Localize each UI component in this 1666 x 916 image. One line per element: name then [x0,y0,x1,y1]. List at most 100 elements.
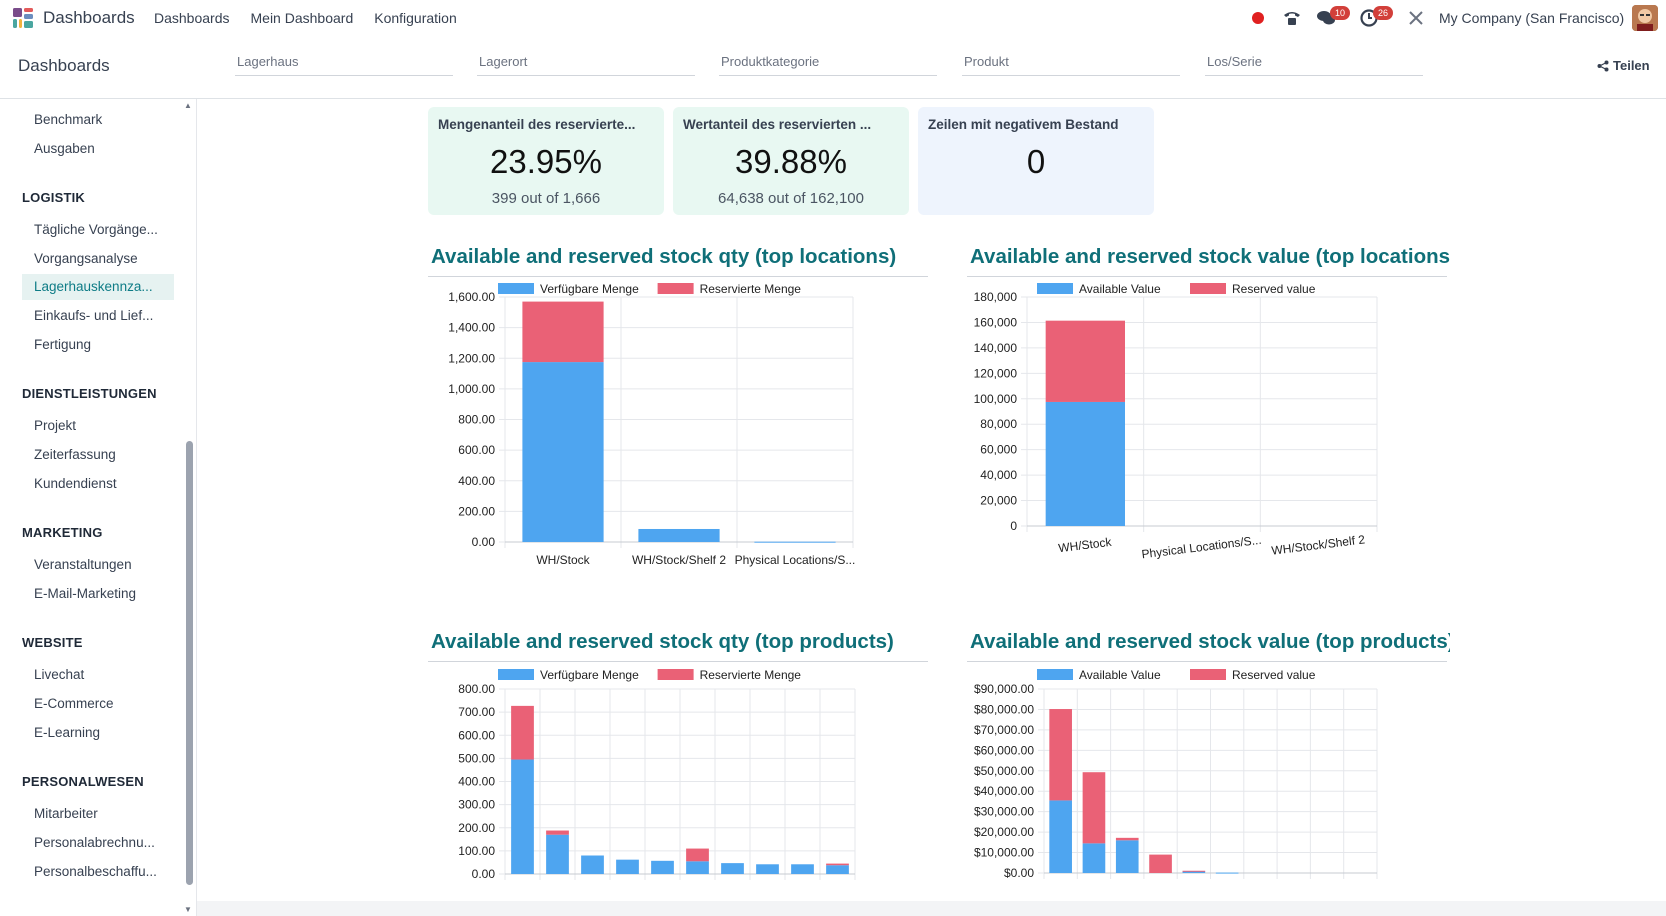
legend-label: Verfügbare Menge [540,282,639,296]
bar-segment [616,859,639,874]
legend-swatch [657,283,694,294]
chart-canvas[interactable]: Available Value Reserved value 0 20,000 40,0… [967,281,1447,605]
chart-canvas[interactable]: Verfügbare Menge Reservierte Menge 0.00 200… [428,281,928,605]
bar-segment [546,830,569,835]
kpi-value: 39.88% [735,143,847,180]
sidebar-item-project[interactable]: Projekt [34,418,77,433]
legend-label: Verfügbare Menge [540,668,639,682]
company-switcher[interactable]: My Company (San Francisco) [1439,10,1625,26]
sidebar-item-recruitment[interactable]: Personalbeschaffu... [34,864,157,879]
menu-item-my-dashboard[interactable]: Mein Dashboard [250,10,354,26]
scroll-up-arrow-icon[interactable]: ▲ [184,101,192,110]
messages-count-badge: 10 [1330,6,1350,20]
bar-segment [721,863,744,874]
filter-lot-serial[interactable]: Los/Serie [1205,54,1423,76]
menu-item-dashboards[interactable]: Dashboards [154,10,230,26]
chart-title-divider [967,661,1447,662]
sidebar-item-purchase-delivery[interactable]: Einkaufs- und Lief... [34,308,154,323]
sidebar-item-ecommerce[interactable]: E-Commerce [34,696,114,711]
kpi-title: Mengenanteil des reservierte... [438,117,636,132]
bar-segment [1215,872,1239,874]
bar-segment [581,855,604,874]
tools-icon[interactable] [1406,8,1426,28]
chart-title: Available and reserved stock value (top … [970,245,1450,268]
dashboard-sidebar: Benchmark Ausgaben LOGISTIK Tägliche Vor… [0,99,197,916]
sidebar-scrollbar-thumb[interactable] [186,441,193,885]
sidebar-item-helpdesk[interactable]: Kundendienst [34,476,117,491]
sidebar-item-daily-operations[interactable]: Tägliche Vorgänge... [34,222,158,237]
y-tick-label: 0.00 [472,867,496,881]
y-tick-label: 1,600.00 [448,290,495,304]
filter-location[interactable]: Lagerort [477,54,695,76]
y-tick-label: 80,000 [980,417,1017,431]
recording-indicator-icon[interactable] [1252,12,1264,24]
legend-swatch [657,669,694,680]
y-tick-label: 100.00 [458,844,495,858]
chart-stock-value-top-locations: Available and reserved stock value (top … [967,245,1450,605]
share-label: Teilen [1613,58,1650,73]
main-menu: Dashboards Mein Dashboard Konfiguration [154,10,457,26]
bar-segment [546,834,569,874]
legend-swatch [1037,669,1073,680]
sidebar-item-expenses[interactable]: Ausgaben [34,141,95,156]
sidebar-item-livechat[interactable]: Livechat [34,667,85,682]
legend-swatch [498,283,534,294]
sidebar-item-operations-analysis[interactable]: Vorgangsanalyse [34,251,138,266]
x-tick-label: WH/Stock [1058,535,1114,556]
chart-canvas[interactable]: Verfügbare Menge Reservierte Menge 0.00 100… [428,666,928,901]
sidebar-item-benchmark[interactable]: Benchmark [34,112,103,127]
sidebar-section-logistics: LOGISTIK [22,190,85,205]
kpi-title: Zeilen mit negativem Bestand [928,117,1119,132]
user-avatar[interactable] [1632,5,1658,31]
filter-product-category[interactable]: Produktkategorie [719,54,937,76]
bar-segment [754,541,836,543]
y-tick-label: 500.00 [458,751,495,765]
bar-segment [651,860,674,874]
phone-icon[interactable] [1282,8,1302,28]
x-tick-label: WH/Stock [536,553,590,567]
bar-segment [1045,320,1125,402]
menu-item-configuration[interactable]: Konfiguration [374,10,457,26]
kpi-card-reserved-qty-share[interactable]: Mengenanteil des reservierte... 23.95% 3… [428,107,664,215]
x-tick-label: WH/Stock/Shelf 2 [632,553,726,567]
filter-product[interactable]: Produkt [962,54,1180,76]
x-tick-label: WH/Stock/Shelf 2 [1271,532,1366,557]
sidebar-item-manufacturing[interactable]: Fertigung [34,337,92,352]
bar-segment [1115,840,1139,873]
kpi-subtext: 399 out of 1,666 [491,190,601,207]
legend-swatch [498,669,534,680]
bar-segment [1049,800,1072,873]
y-tick-label: 180,000 [974,290,1018,304]
bar-segment [686,848,709,862]
bar-segment [756,864,779,874]
y-tick-label: $90,000.00 [974,682,1034,696]
dashboards-app-icon[interactable] [12,7,34,29]
app-name[interactable]: Dashboards [43,8,135,27]
kpi-card-negative-stock-lines[interactable]: Zeilen mit negativem Bestand 0 [918,107,1154,215]
chart-canvas[interactable]: Available Value Reserved value $0.00 $10,00… [967,666,1447,901]
y-tick-label: $10,000.00 [974,846,1034,860]
sidebar-item-employees[interactable]: Mitarbeiter [34,806,98,821]
y-tick-label: 700.00 [458,705,495,719]
sidebar-item-email-marketing[interactable]: E-Mail-Marketing [34,586,137,601]
share-button[interactable]: Teilen [1597,58,1650,73]
sidebar-section-website: WEBSITE [22,635,83,650]
y-tick-label: $30,000.00 [974,805,1034,819]
sidebar-item-elearning[interactable]: E-Learning [34,725,101,740]
y-tick-label: 400.00 [458,474,495,488]
sidebar-item-payroll[interactable]: Personalabrechnu... [34,835,155,850]
scroll-down-arrow-icon[interactable]: ▼ [184,905,192,914]
sidebar-item-events[interactable]: Veranstaltungen [34,557,132,572]
y-tick-label: $80,000.00 [974,702,1034,716]
legend-label: Reserved value [1232,282,1316,296]
filter-warehouse[interactable]: Lagerhaus [235,54,453,76]
sidebar-item-timesheets[interactable]: Zeiterfassung [34,447,116,462]
legend-label: Reservierte Menge [700,668,802,682]
legend-label: Available Value [1079,282,1161,296]
y-tick-label: 0 [1010,519,1017,533]
bar-segment [1182,871,1206,873]
top-navbar: Dashboards Dashboards Mein Dashboard Kon… [0,0,1666,36]
sidebar-item-warehouse-kpis[interactable]: Lagerhauskennza... [22,274,174,300]
y-tick-label: $20,000.00 [974,825,1034,839]
kpi-card-reserved-value-share[interactable]: Wertanteil des reservierten ... 39.88% 6… [673,107,909,215]
